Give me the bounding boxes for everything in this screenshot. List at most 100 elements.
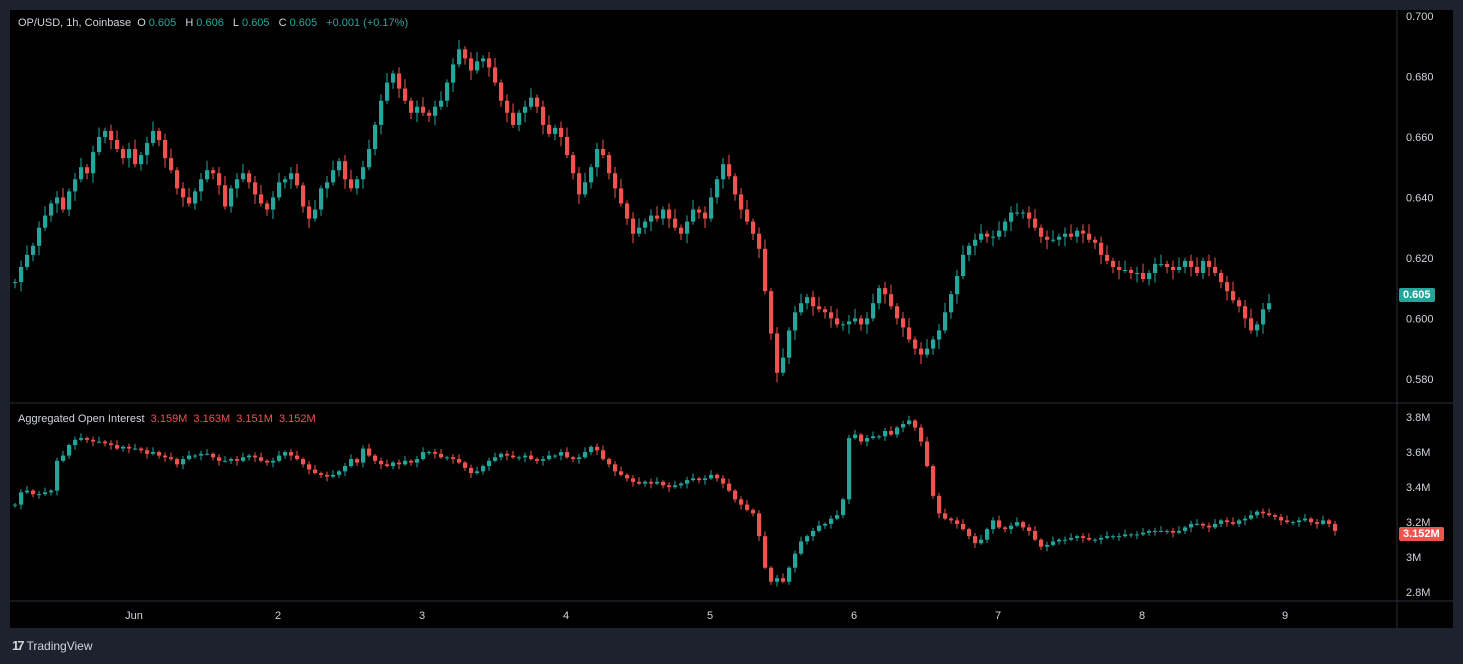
candle-body: [1249, 318, 1254, 331]
candle-body: [625, 474, 630, 479]
candle-body: [655, 481, 660, 484]
candle-body: [1321, 520, 1326, 524]
candle-body: [571, 457, 576, 460]
candle-body: [307, 206, 312, 219]
candle-body: [457, 49, 462, 65]
candle-body: [1189, 523, 1194, 528]
candle-body: [1327, 520, 1332, 524]
candle-body: [337, 471, 342, 475]
candle-body: [949, 518, 954, 521]
candle-body: [1171, 530, 1176, 533]
candle-body: [1051, 541, 1056, 545]
candle-body: [901, 424, 906, 428]
candle-body: [553, 455, 558, 457]
candle-body: [973, 239, 978, 246]
candle-body: [841, 499, 846, 516]
candle-body: [151, 130, 156, 144]
candle-body: [685, 221, 690, 234]
candle-body: [997, 520, 1002, 528]
ohlc-high: H 0.606: [185, 17, 224, 29]
candle-body: [913, 339, 918, 349]
ohlc-open: O 0.605: [137, 17, 177, 29]
candle-body: [193, 455, 198, 457]
chart-canvas[interactable]: 0.700 0.680 0.660 0.640 0.620 0.600 0.580 3.8M 3…: [10, 10, 1453, 628]
candle-body: [757, 513, 762, 537]
candle-body: [517, 112, 522, 125]
candle-body: [1087, 537, 1092, 540]
candle-body: [883, 431, 888, 437]
oi-value-1: 3.159M: [150, 413, 188, 425]
candle-body: [1135, 534, 1140, 536]
candle-body: [1243, 518, 1248, 521]
candle-body: [673, 485, 678, 488]
candle-body: [295, 455, 300, 460]
candle-body: [703, 478, 708, 481]
candle-body: [1123, 269, 1128, 271]
candle-body: [715, 179, 720, 198]
candle-body: [1183, 527, 1188, 531]
candle-body: [523, 106, 528, 113]
candle-body: [937, 495, 942, 514]
candle-body: [355, 179, 360, 189]
tradingview-brand[interactable]: TradingView: [26, 638, 93, 653]
symbol-label[interactable]: OP/USD, 1h, Coinbase: [18, 17, 132, 29]
candle-body: [895, 306, 900, 319]
candle-body: [661, 209, 666, 219]
candle-body: [181, 188, 186, 198]
candle-body: [1027, 527, 1032, 531]
candle-body: [1231, 522, 1236, 524]
candle-body: [451, 64, 456, 83]
candle-body: [493, 67, 498, 83]
candle-body: [997, 230, 1002, 237]
candle-body: [1201, 523, 1206, 526]
candle-body: [253, 182, 258, 195]
candle-body: [265, 460, 270, 463]
candle-body: [973, 536, 978, 544]
candle-body: [385, 464, 390, 467]
candle-body: [175, 459, 180, 465]
candle-body: [991, 520, 996, 530]
candle-body: [985, 233, 990, 237]
candle-body: [799, 541, 804, 554]
candle-body: [319, 188, 324, 210]
candle-body: [667, 209, 672, 219]
candle-body: [937, 330, 942, 340]
candle-body: [55, 197, 60, 204]
candle-body: [475, 471, 480, 474]
candle-body: [697, 478, 702, 481]
candle-body: [775, 578, 780, 582]
chart-frame[interactable]: 0.700 0.680 0.660 0.640 0.620 0.600 0.580 3.8M 3…: [10, 10, 1453, 628]
oi-value-4: 3.152M: [278, 413, 316, 425]
oi-title[interactable]: Aggregated Open Interest: [18, 413, 145, 425]
candle-body: [613, 464, 618, 472]
candle-body: [877, 436, 882, 438]
candle-body: [19, 492, 24, 505]
tradingview-logo-icon[interactable]: 17: [12, 638, 25, 653]
candle-body: [517, 457, 522, 459]
price-axis-tick: 0.600: [1406, 313, 1434, 325]
candle-body: [589, 446, 594, 453]
candle-body: [811, 530, 816, 537]
candle-body: [1165, 530, 1170, 532]
candle-body: [1105, 254, 1110, 261]
candle-body: [1093, 239, 1098, 243]
candle-body: [985, 529, 990, 540]
candle-body: [1057, 539, 1062, 542]
candle-body: [145, 143, 150, 156]
candle-body: [925, 441, 930, 467]
candle-body: [427, 452, 432, 454]
candle-body: [979, 539, 984, 544]
candle-body: [943, 513, 948, 519]
candle-body: [349, 459, 354, 467]
candle-body: [931, 466, 936, 496]
candle-body: [847, 321, 852, 325]
candle-body: [349, 179, 354, 189]
candle-body: [583, 452, 588, 458]
candle-body: [781, 578, 786, 582]
candle-body: [13, 282, 18, 284]
oi-axis-tick: 3.6M: [1406, 447, 1430, 459]
oi-axis-tick: 3M: [1406, 552, 1421, 564]
candle-body: [859, 318, 864, 325]
candle-body: [1003, 527, 1008, 530]
candle-body: [949, 294, 954, 313]
